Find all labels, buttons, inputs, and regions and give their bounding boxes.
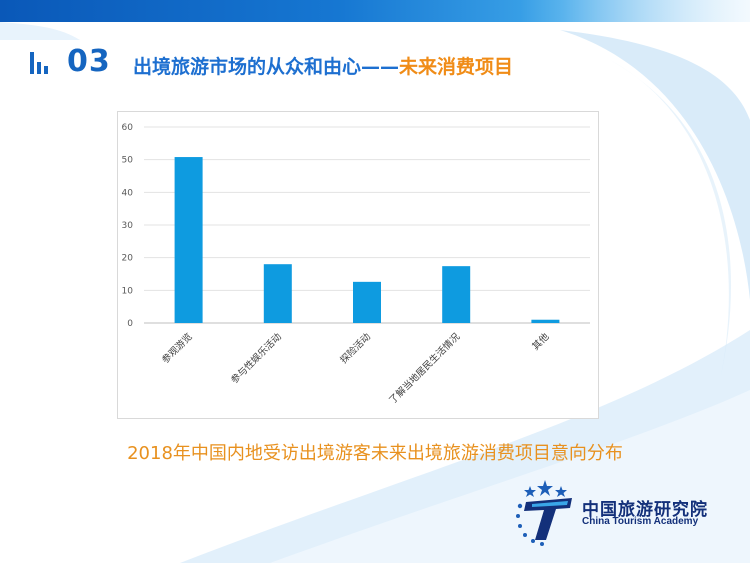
x-tick-label: 其他	[530, 330, 552, 352]
y-tick-label: 30	[122, 221, 134, 231]
slide-title: 出境旅游市场的从众和由心——未来消费项目	[133, 52, 513, 79]
y-tick-label: 60	[122, 123, 134, 133]
top-banner	[0, 0, 750, 22]
top-banner-highlight	[520, 0, 750, 22]
section-number: 03	[67, 44, 111, 79]
bar-1	[263, 264, 292, 323]
bar-4	[531, 319, 560, 323]
chart-caption: 2018年中国内地受访出境游客未来出境旅游消费项目意向分布	[127, 443, 623, 464]
china-tourism-academy-logo: 中国旅游研究院 China Tourism Academy	[512, 478, 742, 548]
y-tick-label: 10	[122, 286, 134, 296]
logo-name-cn: 中国旅游研究院	[582, 500, 708, 520]
logo-name-en: China Tourism Academy	[582, 516, 699, 527]
y-tick-label: 50	[122, 156, 134, 166]
x-tick-label: 探险活动	[338, 331, 373, 366]
chart-panel: 0 10 20 30 40 50 60 参观游览 参与性娱乐活动 探险活动 了解当地居民生活情况 其他	[117, 111, 599, 419]
bar-chart: 0 10 20 30 40 50 60 参观游览 参与性娱乐活动 探险活动 了解当地居民生活情况 其他	[122, 123, 590, 406]
y-tick-label: 20	[122, 254, 134, 264]
x-tick-label: 了解当地居民生活情况	[387, 330, 463, 406]
bar-3	[442, 266, 471, 323]
slide-title-highlight: 未来消费项目	[399, 56, 514, 78]
x-tick-label: 参与性娱乐活动	[228, 331, 284, 387]
y-tick-label: 0	[127, 319, 133, 329]
slide-title-main: 出境旅游市场的从众和由心——	[133, 56, 400, 78]
bar-0	[174, 157, 203, 323]
logo-emblem-icon	[516, 480, 572, 546]
y-tick-label: 40	[122, 188, 134, 198]
x-tick-label: 参观游览	[159, 331, 194, 366]
bar-2	[353, 281, 381, 323]
